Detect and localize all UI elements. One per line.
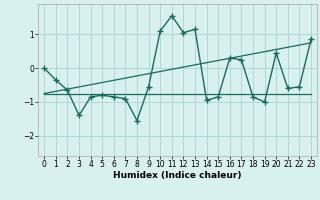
X-axis label: Humidex (Indice chaleur): Humidex (Indice chaleur) bbox=[113, 171, 242, 180]
